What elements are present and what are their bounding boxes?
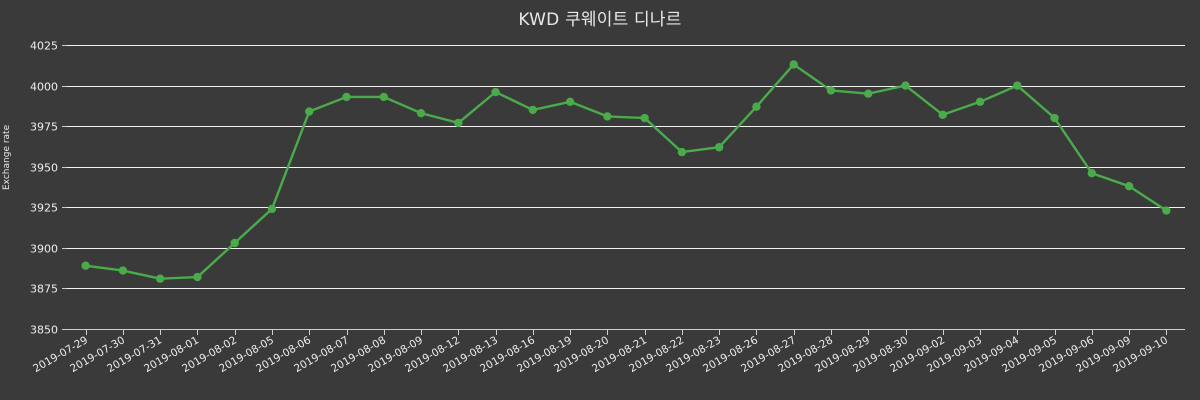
data-point xyxy=(640,113,649,123)
data-point xyxy=(789,60,798,69)
data-point xyxy=(342,92,351,102)
y-tick-label: 3950 xyxy=(30,162,58,175)
y-tick-label: 3850 xyxy=(30,324,58,337)
y-tick-label: 4025 xyxy=(30,40,58,53)
data-point xyxy=(416,108,426,118)
series-line xyxy=(84,63,1168,280)
data-point xyxy=(81,261,90,270)
data-point xyxy=(752,102,761,111)
chart-title: KWD 쿠웨이트 디나르 xyxy=(518,10,682,30)
x-axis-ticks: 2019-07-292019-07-302019-07-312019-08-01… xyxy=(31,329,1170,375)
data-point xyxy=(1087,169,1097,178)
data-point xyxy=(230,238,239,248)
data-point xyxy=(938,110,947,119)
data-point xyxy=(379,92,388,102)
gridlines xyxy=(67,44,1185,290)
data-point xyxy=(454,118,463,128)
y-axis-ticks: 3850 3875 3900 3925 3950 3975 4000 4025 xyxy=(30,40,67,337)
data-series xyxy=(84,63,1168,280)
data-point xyxy=(826,86,836,95)
data-point xyxy=(1050,113,1059,123)
data-point xyxy=(975,97,985,107)
data-point xyxy=(305,107,314,116)
data-point xyxy=(491,87,500,97)
data-point xyxy=(155,274,165,283)
y-tick-label: 4000 xyxy=(30,81,58,94)
data-point xyxy=(677,147,687,157)
data-point xyxy=(901,81,910,90)
data-point xyxy=(714,143,724,152)
data-point xyxy=(565,97,575,107)
data-point xyxy=(193,272,202,282)
data-points xyxy=(81,60,1171,283)
data-point xyxy=(1013,81,1022,90)
y-tick-label: 3975 xyxy=(30,121,58,134)
data-point xyxy=(1124,181,1134,191)
data-point xyxy=(1162,206,1171,215)
data-point xyxy=(528,105,538,115)
data-point xyxy=(603,112,612,121)
y-tick-label: 3875 xyxy=(30,283,58,296)
y-tick-label: 3900 xyxy=(30,243,58,256)
data-point xyxy=(864,89,873,98)
data-point xyxy=(118,266,128,275)
data-point xyxy=(267,204,277,214)
y-tick-label: 3925 xyxy=(30,202,58,215)
